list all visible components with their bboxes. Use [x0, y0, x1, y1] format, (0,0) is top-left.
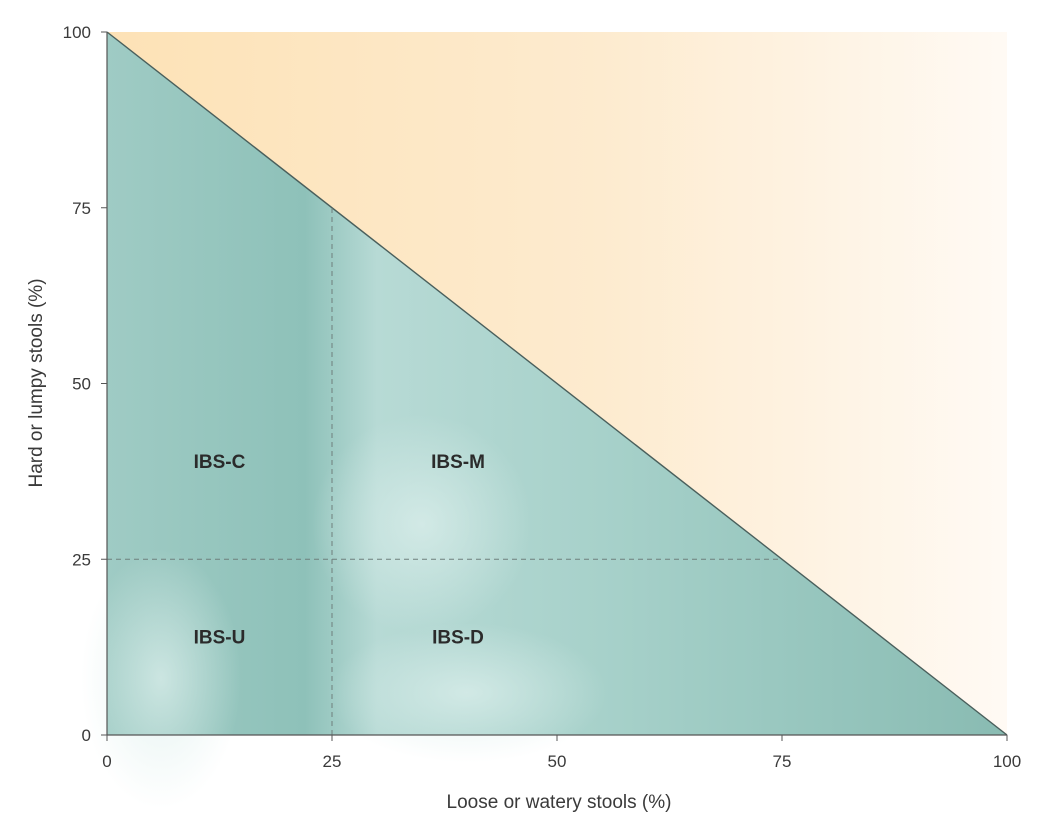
- x-axis-ticks: 0 25 50 75 100: [102, 735, 1021, 771]
- x-tick-label: 0: [102, 752, 111, 771]
- region-highlight: [327, 622, 607, 763]
- plot-background: [81, 32, 1007, 809]
- y-tick-label: 75: [72, 199, 91, 218]
- y-tick-label: 0: [82, 726, 91, 745]
- region-label-ibs-m: IBS-M: [431, 452, 485, 473]
- region-label-ibs-u: IBS-U: [194, 628, 246, 649]
- boundary-line: [106, 31, 1008, 736]
- y-tick-label: 25: [72, 550, 91, 569]
- region-highlight: [312, 414, 532, 635]
- y-tick-label: 100: [63, 23, 91, 42]
- y-axis-title: Hard or lumpy stools (%): [26, 278, 47, 487]
- region-labels: IBS-C IBS-M IBS-U IBS-D: [194, 452, 485, 649]
- y-axis-ticks: 0 25 50 75 100: [63, 23, 107, 745]
- x-tick-label: 50: [548, 752, 567, 771]
- region-highlight: [81, 548, 241, 809]
- x-axis-title: Loose or watery stools (%): [447, 792, 672, 813]
- x-tick-label: 75: [773, 752, 792, 771]
- x-tick-label: 100: [993, 752, 1021, 771]
- axes: 0 25 50 75 100 0 25 50 75 100: [63, 23, 1022, 771]
- threshold-lines: [107, 207, 782, 735]
- region-label-ibs-c: IBS-C: [194, 452, 246, 473]
- region-label-ibs-d: IBS-D: [432, 628, 484, 649]
- y-tick-label: 50: [72, 375, 91, 394]
- x-tick-label: 25: [323, 752, 342, 771]
